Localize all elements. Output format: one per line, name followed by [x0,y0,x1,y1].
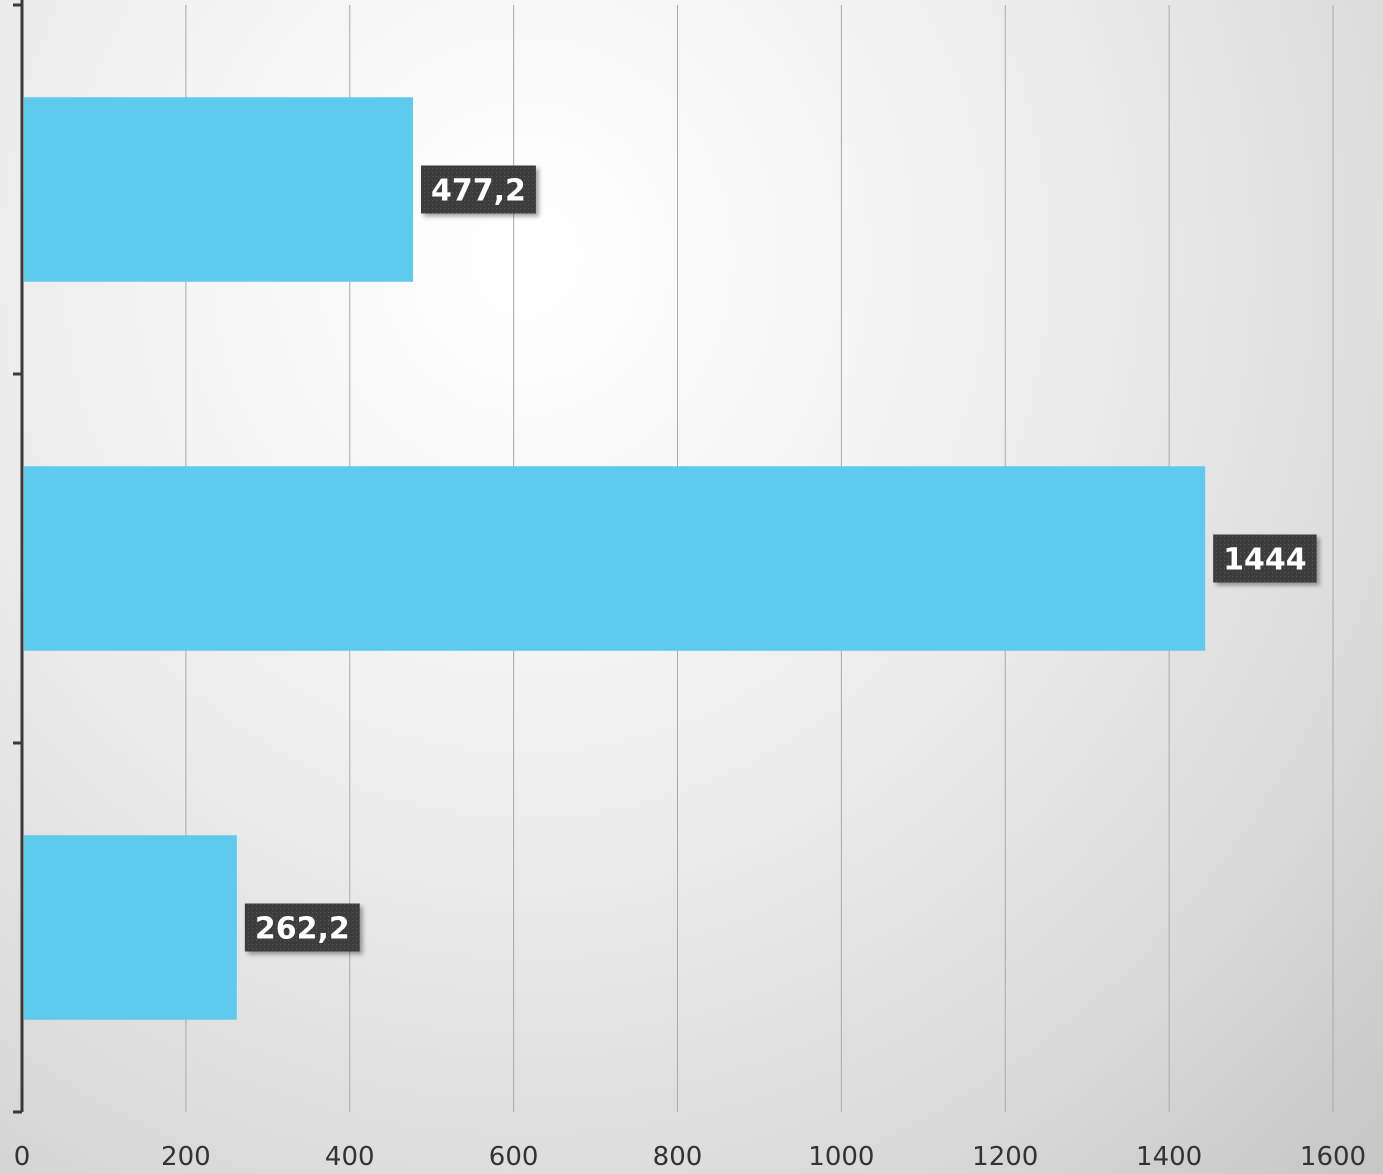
x-tick-label: 0 [14,1142,31,1172]
x-tick-label: 800 [653,1142,703,1172]
x-tick-label: 200 [161,1142,211,1172]
data-label: 1444 [1213,534,1317,583]
data-label-text: 262,2 [255,912,350,947]
bar [24,466,1206,651]
bar [24,835,237,1020]
x-tick-label: 1000 [808,1142,874,1172]
tick-labels: 0 200 400 600 800 1000 1200 1400 1600 [14,1142,1366,1172]
data-label: 477,2 [421,165,536,214]
x-tick-label: 1600 [1300,1142,1366,1172]
data-label-box [1213,534,1317,583]
data-label-text: 477,2 [431,174,526,209]
x-tick-label: 600 [489,1142,539,1172]
x-tick-label: 400 [325,1142,375,1172]
axes [13,0,24,1114]
x-tick-label: 1200 [972,1142,1038,1172]
x-tick-label: 1400 [1136,1142,1202,1172]
data-labels: 477,2 1444 262,2 [244,165,1317,952]
bar [24,97,414,282]
data-label: 262,2 [244,903,360,952]
data-label-box [244,903,360,952]
data-label-text: 1444 [1223,543,1307,578]
data-label-box [421,165,536,214]
bars [24,97,1206,1020]
